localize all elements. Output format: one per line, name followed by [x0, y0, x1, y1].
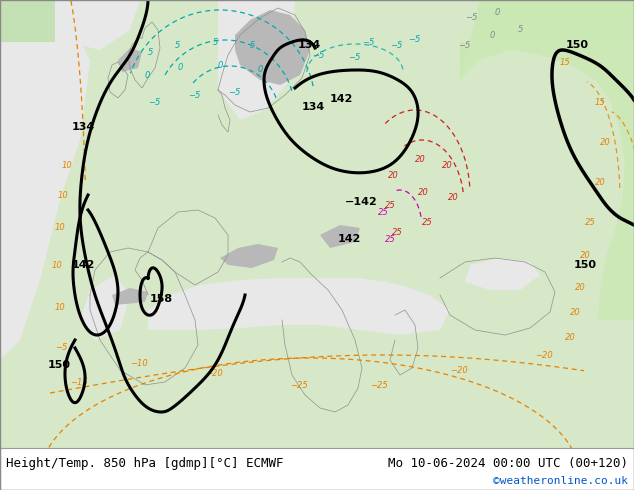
Text: −5: −5: [148, 98, 160, 107]
Text: −5: −5: [390, 41, 403, 50]
Text: 25: 25: [385, 235, 396, 244]
Text: −5: −5: [465, 13, 477, 22]
Text: 5: 5: [148, 48, 153, 57]
Text: 20: 20: [388, 171, 399, 180]
Text: 10: 10: [52, 261, 63, 270]
Text: 20: 20: [580, 251, 591, 260]
Text: 142: 142: [330, 94, 353, 104]
Text: −15: −15: [70, 378, 88, 387]
Polygon shape: [0, 0, 55, 42]
Text: 150: 150: [574, 260, 597, 270]
Text: 0: 0: [218, 61, 223, 70]
Polygon shape: [148, 278, 450, 335]
Text: 10: 10: [55, 303, 66, 312]
Text: −5: −5: [348, 53, 360, 62]
Text: 20: 20: [595, 178, 605, 187]
Text: 5: 5: [213, 38, 218, 47]
Text: 20: 20: [565, 333, 576, 342]
Text: 134: 134: [298, 40, 321, 50]
Text: 0: 0: [258, 65, 263, 74]
Text: −25: −25: [370, 381, 388, 390]
Text: −5: −5: [188, 91, 200, 100]
Text: −5: −5: [228, 88, 240, 97]
Text: −25: −25: [290, 381, 307, 390]
Text: 142: 142: [72, 260, 95, 270]
Text: −5: −5: [458, 41, 470, 50]
Text: 10: 10: [55, 223, 66, 232]
Text: 5: 5: [250, 41, 256, 50]
Text: ©weatheronline.co.uk: ©weatheronline.co.uk: [493, 476, 628, 486]
Text: 20: 20: [600, 138, 611, 147]
Text: −5: −5: [55, 343, 67, 352]
Text: 20: 20: [575, 283, 586, 292]
Text: −20: −20: [205, 369, 223, 378]
Text: 158: 158: [150, 294, 173, 304]
Polygon shape: [465, 258, 540, 290]
Polygon shape: [460, 0, 634, 80]
Text: −5: −5: [312, 51, 325, 60]
Text: 0: 0: [495, 8, 500, 17]
Text: 20: 20: [570, 308, 581, 317]
Bar: [0, 448, 634, 490]
Polygon shape: [460, 42, 634, 320]
Text: 150: 150: [48, 360, 71, 370]
Polygon shape: [554, 0, 634, 120]
Polygon shape: [0, 0, 90, 448]
Text: 10: 10: [62, 161, 73, 170]
Text: 20: 20: [448, 193, 459, 202]
Text: 0: 0: [490, 31, 495, 40]
Text: 5: 5: [175, 41, 181, 50]
Text: −5: −5: [362, 38, 374, 47]
Text: 25: 25: [585, 218, 596, 227]
Text: 5: 5: [518, 25, 524, 34]
Text: −142: −142: [345, 197, 378, 207]
Text: −5: −5: [408, 35, 420, 44]
Polygon shape: [370, 280, 395, 315]
Polygon shape: [118, 48, 142, 72]
Text: 10: 10: [58, 191, 68, 200]
Text: 25: 25: [385, 201, 396, 210]
Text: 142: 142: [338, 234, 361, 244]
Text: 134: 134: [72, 122, 95, 132]
Text: Height/Temp. 850 hPa [gdmp][°C] ECMWF: Height/Temp. 850 hPa [gdmp][°C] ECMWF: [6, 458, 283, 470]
Text: 134: 134: [302, 102, 325, 112]
Text: −20: −20: [535, 351, 553, 360]
Text: 25: 25: [392, 228, 403, 237]
Polygon shape: [320, 225, 360, 248]
Text: −10: −10: [130, 359, 148, 368]
Text: 20: 20: [415, 155, 426, 164]
Polygon shape: [218, 0, 295, 120]
Text: 20: 20: [442, 161, 453, 170]
Text: 0: 0: [145, 71, 150, 80]
Polygon shape: [0, 0, 140, 50]
Polygon shape: [220, 244, 278, 268]
Text: Mo 10-06-2024 00:00 UTC (00+120): Mo 10-06-2024 00:00 UTC (00+120): [388, 458, 628, 470]
Text: 0: 0: [178, 63, 183, 72]
Text: 150: 150: [566, 40, 589, 50]
Bar: [0, 448, 634, 490]
Polygon shape: [235, 10, 310, 85]
Text: 25: 25: [378, 208, 389, 217]
Text: 25: 25: [422, 218, 433, 227]
Text: 15: 15: [595, 98, 605, 107]
Text: −20: −20: [450, 366, 468, 375]
Text: 15: 15: [560, 58, 571, 67]
Polygon shape: [112, 288, 148, 305]
Polygon shape: [80, 275, 130, 340]
Text: 20: 20: [418, 188, 429, 197]
